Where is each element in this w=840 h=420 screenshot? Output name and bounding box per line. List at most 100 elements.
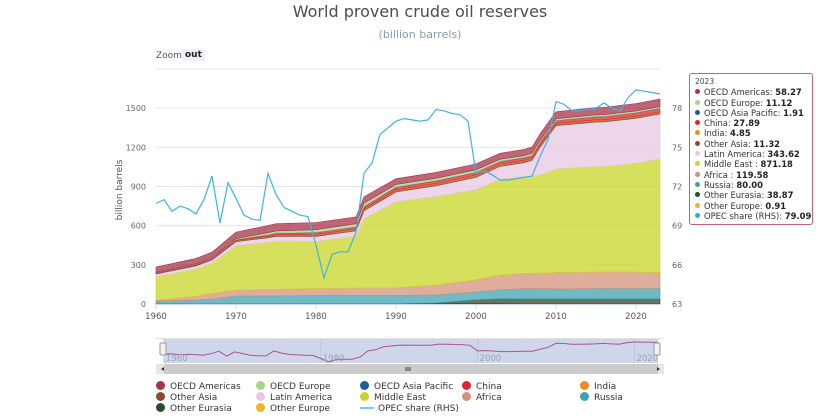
series-color-dot-icon	[695, 192, 700, 198]
series-color-dot-icon	[695, 99, 700, 105]
series-color-dot-icon	[695, 151, 700, 157]
area-oecd-americas	[155, 98, 661, 273]
legend-label: Other Asia	[170, 393, 218, 403]
y-tick-label: 600	[131, 222, 146, 231]
series-color-dot-icon	[695, 120, 700, 126]
tooltip-series-value: 27.89	[733, 118, 760, 129]
tooltip-series-value: 119.58	[736, 169, 769, 180]
chart-title: World proven crude oil reserves	[292, 2, 548, 21]
tooltip-series-value: 38.87	[766, 190, 794, 201]
scrollbar-grip-icon	[405, 367, 411, 371]
legend-dot-icon	[360, 381, 369, 390]
chart-subtitle: (billion barrels)	[378, 28, 462, 41]
series-color-dot-icon	[695, 202, 700, 208]
tooltip-series-name: Russia:	[704, 179, 737, 190]
y-tick-label: 900	[131, 183, 146, 192]
navigator-label: 1960	[166, 354, 188, 364]
legend-item-oecd-asia-pacific[interactable]: OECD Asia Pacific	[360, 381, 454, 392]
legend-item-oecd-europe[interactable]: OECD Europe	[256, 381, 331, 392]
legend-dot-icon	[580, 392, 589, 401]
legend-item-russia[interactable]: Russia	[580, 392, 623, 403]
tooltip-series-name: OECD Americas:	[704, 87, 776, 98]
zoom-label: Zoom	[156, 51, 182, 61]
y2-tick-label: 69	[672, 222, 682, 231]
tooltip-row: OECD Asia Pacific: 1.91	[695, 108, 812, 118]
y-tick-label: 0	[141, 300, 146, 309]
legend-label: Other Europe	[270, 404, 331, 414]
legend-line-icon	[360, 406, 374, 409]
tooltip-row: Other Asia: 11.32	[695, 139, 812, 149]
y2-tick-label: 63	[672, 300, 682, 309]
series-color-dot-icon	[695, 181, 700, 187]
series-color-dot-icon	[695, 171, 700, 177]
tooltip-series-value: 343.62	[767, 149, 800, 160]
tooltip-series-value: 80.00	[736, 179, 763, 190]
tooltip-series-value: 79.09	[784, 210, 812, 221]
tooltip-series-name: Latin America:	[704, 149, 768, 160]
legend-item-latin-america[interactable]: Latin America	[256, 392, 332, 403]
tooltip-series-value: 0.91	[765, 200, 787, 211]
navigator-background	[164, 339, 658, 363]
tooltip-header: 2023	[695, 77, 715, 86]
legend-item-africa[interactable]: Africa	[462, 392, 502, 403]
legend-item-other-eurasia[interactable]: Other Eurasia	[156, 403, 232, 414]
y-axis-ticks: 0 300 600 900 1200 1500	[126, 104, 146, 309]
y-tick-label: 1500	[126, 104, 146, 113]
tooltip-series-name: Africa :	[704, 169, 737, 180]
scrollbar-left-arrow-icon[interactable]	[161, 367, 164, 371]
stacked-areas	[155, 98, 661, 305]
tooltip-series-name: Middle East :	[704, 159, 761, 170]
x-tick-label: 2010	[545, 312, 567, 322]
tooltip-row: China: 27.89	[695, 118, 812, 128]
legend-item-oecd-americas[interactable]: OECD Americas	[156, 381, 241, 392]
tooltip-row: Other Europe: 0.91	[695, 201, 812, 211]
tooltip-row: India: 4.85	[695, 128, 812, 138]
x-tick-label: 1960	[145, 312, 167, 322]
x-tick-label: 2020	[625, 312, 647, 322]
y-axis-label: billion barrels	[115, 159, 125, 220]
y2-axis-ticks: 63 66 69 72 75 78	[672, 104, 682, 309]
scrollbar-right-arrow-icon[interactable]	[657, 367, 660, 371]
zoom-out-button[interactable]: out	[182, 49, 205, 61]
legend-item-other-asia[interactable]: Other Asia	[156, 392, 218, 403]
navigator-label: 2000	[480, 354, 502, 364]
legend-dot-icon	[256, 392, 265, 401]
tooltip-row: Russia: 80.00	[695, 180, 812, 190]
tooltip-series-name: OECD Europe:	[704, 97, 766, 108]
tooltip-series-name: OECD Asia Pacific:	[704, 107, 784, 118]
tooltip-row: Other Eurasia: 38.87	[695, 190, 812, 200]
y2-tick-label: 78	[672, 104, 682, 113]
series-color-dot-icon	[695, 212, 700, 218]
legend-dot-icon	[156, 392, 165, 401]
opec-share-line	[155, 89, 661, 281]
series-color-dot-icon	[695, 109, 700, 115]
legend-item-china[interactable]: China	[462, 381, 502, 392]
legend-dot-icon	[580, 381, 589, 390]
legend-item-middle-east[interactable]: Middle East	[360, 392, 426, 403]
legend-label: OECD Europe	[270, 382, 331, 392]
legend-dot-icon	[462, 392, 471, 401]
y-tick-label: 300	[131, 261, 146, 270]
legend-label: Russia	[594, 393, 623, 403]
tooltip-row: OECD Americas: 58.27	[695, 87, 812, 97]
legend-label: OECD Asia Pacific	[374, 382, 454, 392]
y2-tick-label: 66	[672, 261, 682, 270]
tooltip-series-value: 1.91	[783, 107, 804, 118]
series-color-dot-icon	[695, 140, 700, 146]
tooltip-series-name: China:	[704, 118, 734, 129]
tooltip-row: Africa : 119.58	[695, 170, 812, 180]
navigator-series-line	[163, 341, 659, 363]
navigator-label: 2020	[636, 354, 658, 364]
legend-item-india[interactable]: India	[580, 381, 616, 392]
legend-item-other-europe[interactable]: Other Europe	[256, 403, 331, 414]
tooltip-series-value: 11.32	[753, 138, 780, 149]
tooltip-series-name: Other Eurasia:	[704, 190, 767, 201]
legend-label: China	[476, 382, 502, 392]
tooltip-row: OPEC share (RHS): 79.09	[695, 211, 812, 221]
legend-item-opec-share-rhs[interactable]: OPEC share (RHS)	[360, 404, 459, 414]
tooltip-series-name: OPEC share (RHS):	[704, 210, 785, 221]
navigator[interactable]: 1960 1980 2000 2020	[156, 338, 664, 375]
tooltip-row: Middle East : 871.18	[695, 159, 812, 169]
navigator-handle-right[interactable]	[653, 342, 661, 356]
navigator-handle-left[interactable]	[159, 342, 167, 356]
